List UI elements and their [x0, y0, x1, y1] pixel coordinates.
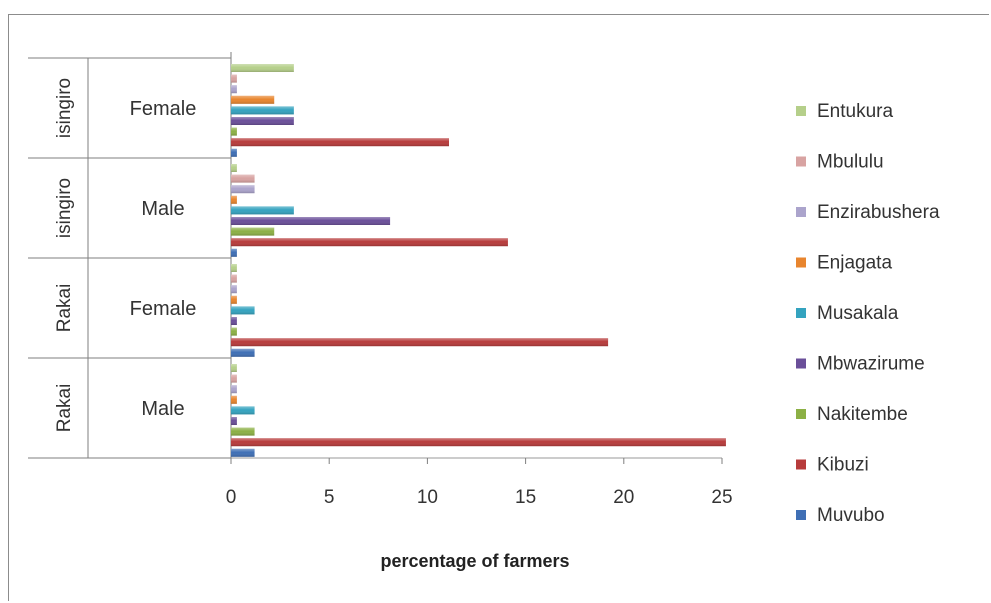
- bar-shade: [231, 174, 255, 183]
- legend-swatch-nakitembe: [796, 409, 806, 419]
- bar-shade: [231, 285, 237, 294]
- bar-shade: [231, 385, 237, 394]
- legend-label-enzirabushera: Enzirabushera: [817, 202, 940, 223]
- bar-shade: [231, 217, 391, 225]
- bar-shade: [231, 248, 237, 257]
- legend-swatch-mbwazirume: [796, 358, 806, 369]
- legend: Entukura Mbululu Enzirabushera Enjagata Musa…: [796, 101, 940, 526]
- x-tick-label: 25: [711, 487, 732, 508]
- legend-swatch-musakala: [796, 308, 806, 318]
- bar-shade: [231, 406, 255, 415]
- bar-shade: [231, 85, 237, 94]
- category-labels: Female isingiro Male isingiro Female Rakai Mal…: [28, 57, 231, 459]
- bar-shade: [231, 374, 237, 383]
- bar-shade: [231, 185, 255, 194]
- legend-label-mbwazirume: Mbwazirume: [817, 354, 925, 375]
- bar-shade: [231, 227, 275, 236]
- x-tick-label: 10: [417, 487, 438, 508]
- bar-shade: [231, 364, 237, 372]
- legend-label-muvubo: Muvubo: [817, 505, 885, 526]
- bar-shade: [231, 148, 237, 157]
- legend-swatch-entukura: [796, 106, 806, 116]
- x-tick-label: 0: [226, 487, 237, 508]
- bar-shade: [231, 238, 508, 247]
- x-tick-label: 15: [515, 487, 536, 508]
- bar-shade: [231, 327, 237, 336]
- legend-swatch-kibuzi: [796, 459, 806, 470]
- bar-shade: [231, 448, 255, 457]
- bar-shade: [231, 274, 237, 283]
- bar-shade: [231, 74, 237, 83]
- x-axis: 0 5 10 15 20 25: [226, 52, 733, 508]
- legend-label-musakala: Musakala: [817, 303, 899, 324]
- bar-shade: [231, 206, 294, 215]
- category-label-district: Rakai: [54, 384, 75, 433]
- x-tick-label: 20: [613, 487, 634, 508]
- bar-shade: [231, 417, 237, 425]
- legend-swatch-mbululu: [796, 156, 806, 167]
- bar-shade: [231, 106, 294, 115]
- bar-shade: [231, 395, 237, 404]
- category-label-gender: Female: [130, 98, 197, 120]
- category-label-district: isingiro: [54, 178, 75, 238]
- bar-shade: [231, 138, 450, 147]
- legend-label-entukura: Entukura: [817, 101, 893, 122]
- bar-shade: [231, 348, 255, 357]
- x-tick-label: 5: [324, 487, 335, 508]
- legend-swatch-enjagata: [796, 257, 806, 268]
- bar-shade: [231, 264, 237, 272]
- category-label-gender: Female: [130, 298, 197, 320]
- legend-label-enjagata: Enjagata: [817, 253, 892, 274]
- bar-shade: [231, 64, 294, 72]
- category-label-district: Rakai: [54, 284, 75, 333]
- x-axis-title: percentage of farmers: [380, 551, 569, 571]
- category-label-gender: Male: [141, 398, 184, 420]
- bar-shade: [231, 317, 237, 325]
- bar-shade: [231, 117, 294, 125]
- legend-label-kibuzi: Kibuzi: [817, 455, 869, 476]
- category-label-district: isingiro: [54, 78, 75, 138]
- legend-swatch-muvubo: [796, 510, 806, 520]
- bar-shade: [231, 164, 237, 172]
- bar-shade: [231, 306, 255, 315]
- legend-label-nakitembe: Nakitembe: [817, 404, 908, 425]
- bar-shade: [231, 95, 275, 104]
- category-label-gender: Male: [141, 198, 184, 220]
- bar-shade: [231, 295, 237, 304]
- bar-shade: [231, 427, 255, 436]
- bar-shade: [231, 338, 609, 347]
- bar-shade: [231, 195, 237, 204]
- chart-frame: [8, 14, 989, 601]
- bars: [231, 64, 726, 457]
- legend-label-mbululu: Mbululu: [817, 152, 884, 173]
- bar-shade: [231, 438, 726, 447]
- legend-swatch-enzirabushera: [796, 207, 806, 217]
- bar-shade: [231, 127, 237, 136]
